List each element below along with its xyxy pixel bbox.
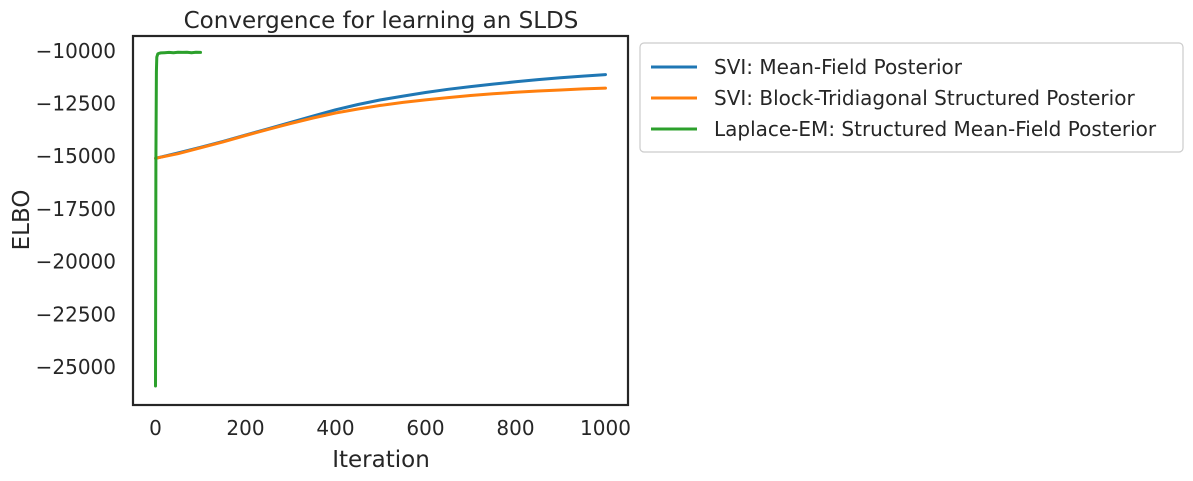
x-tick-label: 800 xyxy=(496,416,534,440)
y-tick-label: −20000 xyxy=(36,250,116,274)
x-tick-label: 600 xyxy=(406,416,444,440)
legend-label-2: SVI: Block-Tridiagonal Structured Poster… xyxy=(714,86,1135,110)
y-tick-label: −17500 xyxy=(36,197,116,221)
y-tick-label: −15000 xyxy=(36,144,116,168)
series-line-1 xyxy=(154,73,607,160)
legend: SVI: Mean-Field Posterior SVI: Block-Trid… xyxy=(639,42,1184,153)
legend-frame xyxy=(639,42,1184,153)
plot-area: 0 200 400 600 800 1000 −25000 −22500 −20000 −175… xyxy=(36,34,631,440)
series-layer xyxy=(154,50,607,388)
y-tick-label: −10000 xyxy=(36,39,116,63)
chart-title: Convergence for learning an SLDS xyxy=(184,8,579,34)
legend-label-3: Laplace-EM: Structured Mean-Field Poster… xyxy=(714,117,1157,141)
series-line-3 xyxy=(154,50,202,388)
x-tick-label: 400 xyxy=(316,416,354,440)
legend-label-1: SVI: Mean-Field Posterior xyxy=(714,55,963,79)
x-tick-label: 200 xyxy=(226,416,264,440)
y-axis-label: ELBO xyxy=(9,190,35,251)
legend-items: SVI: Mean-Field Posterior SVI: Block-Trid… xyxy=(651,55,1157,141)
x-tick-label: 1000 xyxy=(580,416,631,440)
series-line-2 xyxy=(154,86,607,160)
x-tick-label: 0 xyxy=(149,416,162,440)
axes-frame xyxy=(131,34,630,407)
x-axis-ticks: 0 200 400 600 800 1000 xyxy=(149,416,631,440)
y-axis-ticks: −25000 −22500 −20000 −17500 −15000 −12500 −100… xyxy=(36,39,116,379)
x-axis-label: Iteration xyxy=(332,447,430,473)
y-tick-label: −12500 xyxy=(36,91,116,115)
y-tick-label: −25000 xyxy=(36,355,116,379)
y-tick-label: −22500 xyxy=(36,302,116,326)
